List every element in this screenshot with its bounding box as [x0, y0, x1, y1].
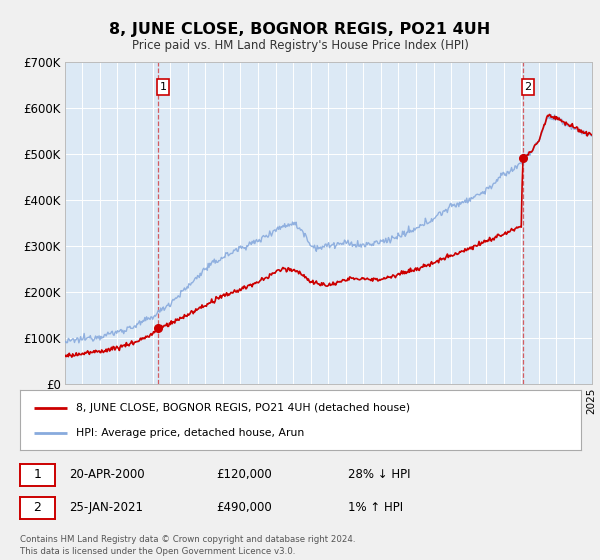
- Text: 2: 2: [33, 501, 41, 515]
- Text: 2: 2: [524, 82, 532, 92]
- Text: 1: 1: [160, 82, 167, 92]
- Text: 8, JUNE CLOSE, BOGNOR REGIS, PO21 4UH (detached house): 8, JUNE CLOSE, BOGNOR REGIS, PO21 4UH (d…: [76, 403, 410, 413]
- Text: 20-APR-2000: 20-APR-2000: [69, 468, 145, 482]
- Text: 1% ↑ HPI: 1% ↑ HPI: [348, 501, 403, 515]
- Text: 25-JAN-2021: 25-JAN-2021: [69, 501, 143, 515]
- Text: £120,000: £120,000: [216, 468, 272, 482]
- Text: HPI: Average price, detached house, Arun: HPI: Average price, detached house, Arun: [76, 428, 304, 438]
- Text: £490,000: £490,000: [216, 501, 272, 515]
- Text: Price paid vs. HM Land Registry's House Price Index (HPI): Price paid vs. HM Land Registry's House …: [131, 39, 469, 52]
- Text: 28% ↓ HPI: 28% ↓ HPI: [348, 468, 410, 482]
- Text: 1: 1: [33, 468, 41, 482]
- Text: 8, JUNE CLOSE, BOGNOR REGIS, PO21 4UH: 8, JUNE CLOSE, BOGNOR REGIS, PO21 4UH: [109, 22, 491, 38]
- Text: Contains HM Land Registry data © Crown copyright and database right 2024.
This d: Contains HM Land Registry data © Crown c…: [20, 535, 355, 556]
